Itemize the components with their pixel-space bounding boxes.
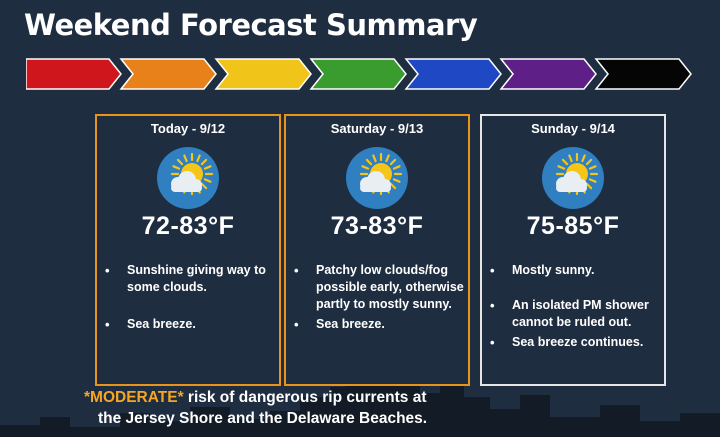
forecast-card-saturday: Saturday - 9/13 73-83°F Patchy low cloud… [284,114,470,386]
temperature-range: 72-83°F [141,212,235,240]
warning-text: risk of dangerous rip currents at [183,389,427,406]
arrow-segment [594,58,692,90]
card-day-label: Today - 9/12 [150,121,226,136]
forecast-bullet: An isolated PM shower cannot be ruled ou… [490,297,660,331]
forecast-card-today: Today - 9/12 72-83°F Sunshine giving way… [95,114,281,386]
sun-cloud-icon [345,146,409,210]
forecast-bullet: Sea breeze continues. [490,334,660,351]
page-title: Weekend Forecast Summary [24,8,478,42]
warning-text-line2: the Jersey Shore and the Delaware Beache… [98,410,428,427]
sun-cloud-icon [541,146,605,210]
sun-cloud-icon [156,146,220,210]
risk-level: *MODERATE* [84,389,184,406]
arrow-segment [309,58,407,90]
forecast-bullets: Patchy low clouds/fog possible early, ot… [294,262,464,333]
forecast-bullets: Sunshine giving way to some clouds. Sea … [105,262,275,333]
forecast-bullet: Sea breeze. [105,316,275,333]
color-arrow-banner [26,58,692,90]
rip-current-warning: *MODERATE* risk of dangerous rip current… [84,387,427,429]
card-day-label: Saturday - 9/13 [330,121,424,136]
forecast-bullet: Mostly sunny. [490,262,660,279]
forecast-card-sunday: Sunday - 9/14 75-85°F Mostly sunny. An i… [480,114,666,386]
forecast-bullet: Patchy low clouds/fog possible early, ot… [294,262,464,313]
forecast-bullets: Mostly sunny. An isolated PM shower cann… [490,262,660,351]
arrow-segment [214,58,312,90]
city-skyline-silhouette [0,353,720,437]
arrow-segment [119,58,217,90]
arrow-segment [404,58,502,90]
arrow-segment [499,58,597,90]
temperature-range: 73-83°F [330,212,424,240]
forecast-bullet: Sunshine giving way to some clouds. [105,262,275,296]
temperature-range: 75-85°F [526,212,620,240]
forecast-bullet: Sea breeze. [294,316,464,333]
arrow-segment [26,58,122,90]
card-day-label: Sunday - 9/14 [531,121,615,136]
